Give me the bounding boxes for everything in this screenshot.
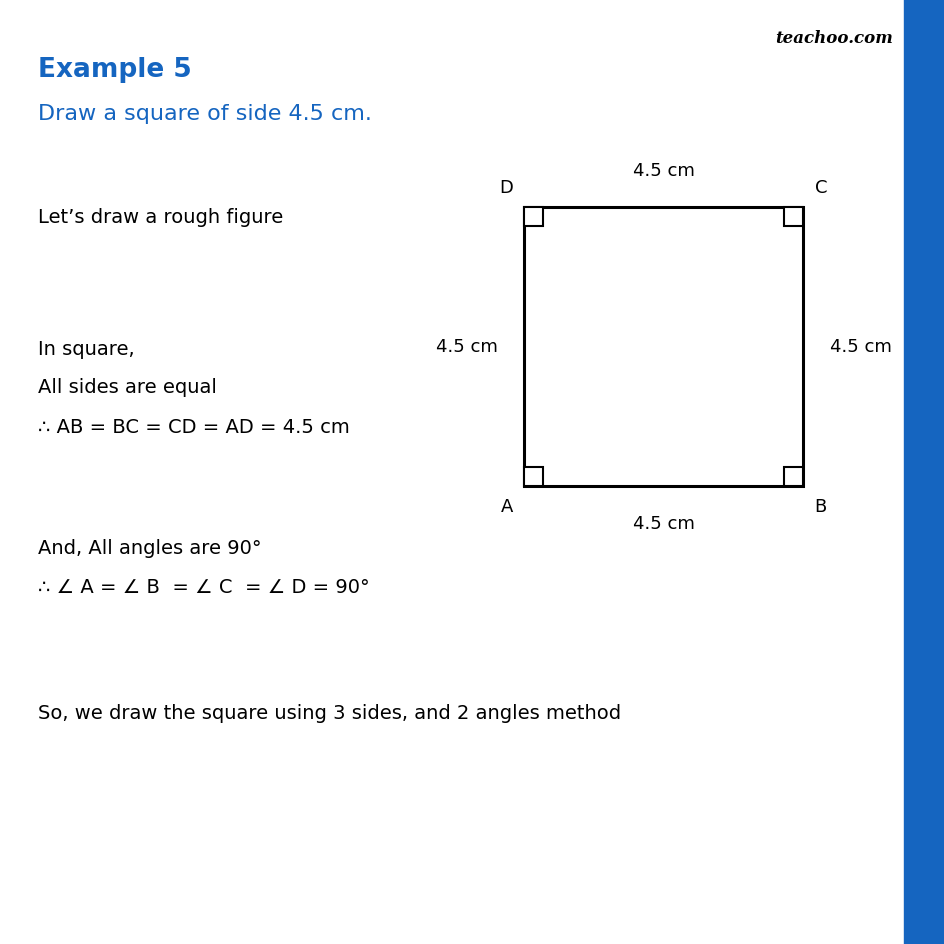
Text: 4.5 cm: 4.5 cm — [829, 338, 890, 356]
Bar — [524, 208, 543, 227]
Text: And, All angles are 90°: And, All angles are 90° — [38, 538, 261, 557]
Text: So, we draw the square using 3 sides, and 2 angles method: So, we draw the square using 3 sides, an… — [38, 703, 620, 722]
Bar — [524, 467, 543, 486]
Text: All sides are equal: All sides are equal — [38, 378, 216, 396]
Text: 4.5 cm: 4.5 cm — [632, 514, 694, 532]
Text: ∴ ∠ A = ∠ B  = ∠ C  = ∠ D = 90°: ∴ ∠ A = ∠ B = ∠ C = ∠ D = 90° — [38, 578, 369, 597]
Bar — [784, 208, 802, 227]
Text: D: D — [498, 178, 513, 196]
Bar — [903, 0, 944, 944]
Text: ∴ AB = BC = CD = AD = 4.5 cm: ∴ AB = BC = CD = AD = 4.5 cm — [38, 417, 349, 436]
Text: B: B — [814, 497, 826, 515]
Text: 4.5 cm: 4.5 cm — [632, 161, 694, 179]
Text: C: C — [814, 178, 826, 196]
Text: A: A — [500, 497, 513, 515]
Text: Example 5: Example 5 — [38, 57, 192, 83]
Text: Let’s draw a rough figure: Let’s draw a rough figure — [38, 208, 283, 227]
Bar — [784, 467, 802, 486]
Text: teachoo.com: teachoo.com — [774, 30, 892, 47]
Text: Draw a square of side 4.5 cm.: Draw a square of side 4.5 cm. — [38, 104, 371, 124]
Text: 4.5 cm: 4.5 cm — [436, 338, 497, 356]
Bar — [524, 208, 802, 486]
Text: In square,: In square, — [38, 340, 134, 359]
